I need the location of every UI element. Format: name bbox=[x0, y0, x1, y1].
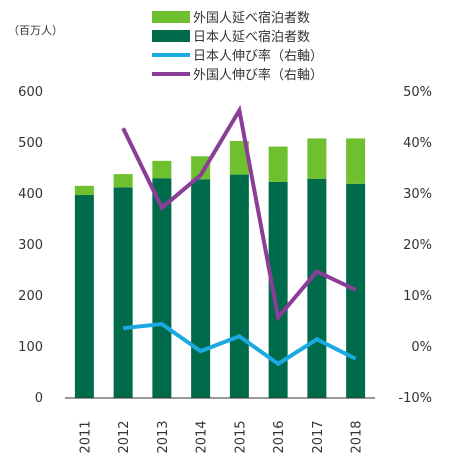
left-tick-label: 300 bbox=[18, 238, 43, 253]
bar-japanese-2017 bbox=[307, 178, 327, 398]
left-tick-label: 400 bbox=[18, 187, 43, 202]
x-tick-label: 2016 bbox=[272, 420, 287, 453]
bar-japanese-2014 bbox=[191, 179, 211, 398]
bar-japanese-2015 bbox=[229, 174, 249, 398]
bar-japanese-2013 bbox=[152, 178, 172, 398]
bar-japanese-2012 bbox=[113, 187, 133, 398]
x-tick-label: 2018 bbox=[350, 420, 365, 453]
line-japanese-growth bbox=[122, 321, 357, 367]
legend-label: 日本人伸び率（右軸） bbox=[193, 48, 323, 64]
right-tick-label: 10% bbox=[403, 289, 432, 304]
bar-foreign-2013 bbox=[152, 160, 172, 179]
legend-label: 日本人延べ宿泊者数 bbox=[193, 29, 310, 45]
bar-foreign-2018 bbox=[346, 138, 366, 184]
bar-foreign-2015 bbox=[229, 140, 249, 175]
bar-foreign-2014 bbox=[191, 156, 211, 180]
legend-swatch bbox=[152, 11, 190, 23]
bar-japanese-2018 bbox=[346, 183, 366, 398]
bar-japanese-2016 bbox=[268, 181, 288, 398]
left-tick-label: 500 bbox=[18, 136, 43, 151]
line-layer bbox=[121, 104, 357, 367]
x-tick-label: 2017 bbox=[311, 420, 326, 453]
bar-foreign-2017 bbox=[307, 138, 327, 179]
legend-label: 外国人延べ宿泊者数 bbox=[193, 10, 310, 26]
bar-foreign-2011 bbox=[74, 185, 94, 196]
left-tick-label: 100 bbox=[18, 340, 43, 355]
bar-layer bbox=[74, 138, 366, 398]
x-tick-label: 2013 bbox=[156, 420, 171, 453]
left-tick-label: 200 bbox=[18, 289, 43, 304]
right-tick-label: 40% bbox=[403, 136, 432, 151]
line-foreign-growth bbox=[121, 104, 357, 322]
bar-foreign-2012 bbox=[113, 174, 133, 188]
right-tick-label: 30% bbox=[403, 187, 432, 202]
axes: 0 100 200 300 400 500 600 -10% 0% 10% 20% 30% 40% 50%… bbox=[18, 85, 432, 454]
right-tick-label: 20% bbox=[403, 238, 432, 253]
bar-foreign-2016 bbox=[268, 146, 288, 182]
bar-japanese-2011 bbox=[74, 195, 94, 398]
legend-label: 外国人伸び率（右軸） bbox=[193, 67, 323, 83]
x-tick-label: 2014 bbox=[195, 420, 210, 453]
right-tick-label: 0% bbox=[411, 340, 432, 355]
x-tick-label: 2015 bbox=[233, 420, 248, 453]
left-tick-label: 600 bbox=[18, 85, 43, 100]
left-tick-label: 0 bbox=[35, 391, 43, 406]
x-tick-label: 2011 bbox=[78, 420, 93, 453]
right-tick-label: -10% bbox=[398, 391, 432, 406]
legend-swatch bbox=[152, 30, 190, 42]
x-tick-label: 2012 bbox=[117, 420, 132, 453]
unit-label: （百万人） bbox=[8, 24, 63, 37]
right-tick-label: 50% bbox=[403, 85, 432, 100]
